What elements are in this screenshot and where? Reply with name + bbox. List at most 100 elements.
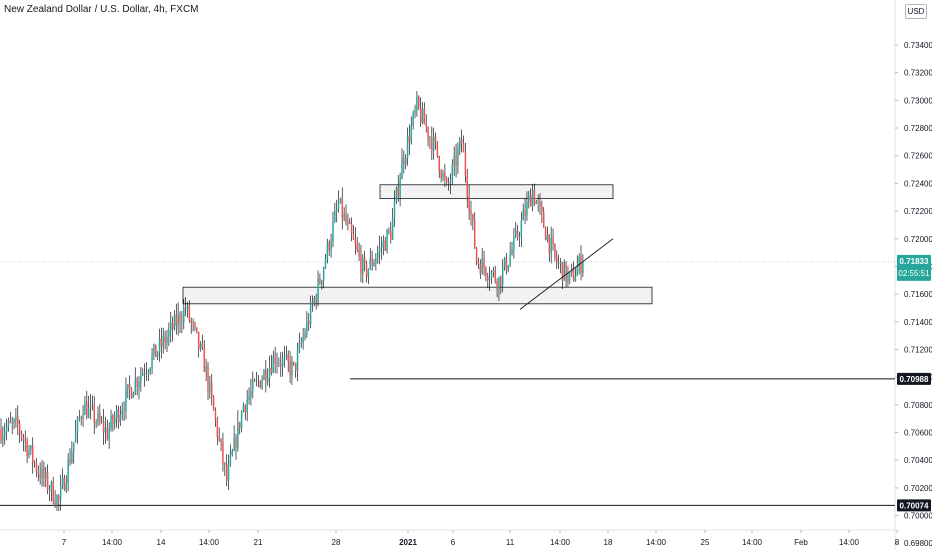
candle-down (349, 221, 351, 224)
candle-down (539, 201, 541, 206)
candle-down (43, 467, 45, 479)
candle-up (567, 273, 569, 282)
candle-up (104, 427, 107, 433)
candle-up (296, 350, 299, 371)
candle-up (373, 262, 375, 266)
candle-up (56, 495, 58, 506)
candle-down (184, 307, 187, 310)
candle-up (304, 334, 306, 338)
candle-down (31, 445, 34, 463)
candle-down (307, 320, 310, 325)
x-tick-label: 21 (254, 538, 263, 547)
candle-down (524, 210, 526, 216)
candle-down (315, 297, 317, 302)
candle-up (240, 411, 243, 429)
candle-up (313, 297, 316, 304)
candle-down (257, 379, 260, 382)
candle-down (541, 205, 543, 212)
candle-up (162, 335, 165, 347)
candle-up (278, 363, 280, 364)
candle-down (143, 373, 146, 375)
candle-down (408, 135, 411, 143)
y-tick-label: 0.71400 (904, 318, 932, 327)
candle-up (100, 421, 103, 422)
candle-down (155, 344, 157, 358)
candle-up (481, 258, 483, 274)
candle-down (37, 471, 40, 474)
candle-down (287, 354, 289, 362)
candle-down (175, 314, 178, 326)
candle-up (306, 320, 308, 335)
sr-zone[interactable] (379, 184, 614, 200)
y-tick-label: 0.70800 (904, 401, 932, 410)
x-tick-label: 14:00 (199, 538, 220, 547)
candle-down (371, 258, 373, 266)
candle-down (427, 127, 429, 139)
candle-down (505, 257, 508, 271)
candle-down (259, 381, 261, 388)
candle-up (332, 221, 334, 242)
x-tick-label: Feb (794, 538, 808, 547)
candle-up (501, 267, 504, 286)
candle-up (337, 202, 340, 210)
candle-up (324, 259, 327, 268)
candle-down (35, 462, 38, 472)
trendline[interactable] (519, 238, 614, 310)
candle-down (11, 422, 13, 424)
candle-down (466, 175, 468, 197)
candle-down (561, 262, 564, 281)
sr-zone[interactable] (182, 286, 653, 305)
candle-down (54, 502, 56, 506)
candle-up (578, 256, 580, 267)
candle-down (39, 473, 41, 479)
level-price-label: 0.70988 (900, 375, 929, 384)
candle-down (350, 223, 353, 234)
candle-up (169, 322, 172, 331)
candle-down (253, 380, 256, 382)
x-tick-label: 18 (604, 538, 613, 547)
candle-up (322, 267, 325, 281)
candle-down (548, 234, 551, 254)
candle-up (237, 422, 239, 449)
candle-up (531, 189, 534, 207)
candle-down (388, 230, 390, 232)
candle-up (459, 139, 461, 150)
candle-up (382, 240, 385, 248)
candle-up (76, 418, 79, 432)
candle-down (384, 240, 386, 251)
level-price-label: 0.70074 (900, 501, 929, 510)
candle-down (46, 471, 49, 490)
candle-up (121, 410, 123, 415)
candle-up (30, 445, 32, 451)
candle-down (194, 322, 196, 328)
candle-down (123, 410, 125, 412)
candle-up (114, 418, 116, 424)
candle-down (294, 362, 297, 371)
candle-down (494, 270, 496, 282)
candle-down (270, 367, 273, 373)
candle-up (181, 322, 183, 324)
candle-up (559, 262, 562, 264)
y-tick-label: 0.73200 (904, 69, 932, 78)
candle-up (582, 261, 584, 273)
candle-down (192, 322, 194, 324)
candle-up (511, 249, 513, 255)
candle-down (352, 233, 355, 240)
candle-down (544, 227, 547, 240)
candle-down (341, 198, 344, 219)
candle-up (518, 236, 521, 238)
candle-up (317, 278, 319, 302)
candle-up (140, 375, 142, 382)
candle-up (339, 198, 342, 203)
currency-button[interactable]: USD (905, 4, 927, 19)
candle-down (319, 278, 321, 284)
candle-down (390, 231, 392, 240)
candle-down (190, 320, 192, 323)
candle-down (483, 258, 485, 268)
candle-up (156, 352, 159, 358)
candle-up (453, 155, 455, 165)
x-tick-label: 28 (332, 538, 341, 547)
candle-up (369, 258, 372, 269)
